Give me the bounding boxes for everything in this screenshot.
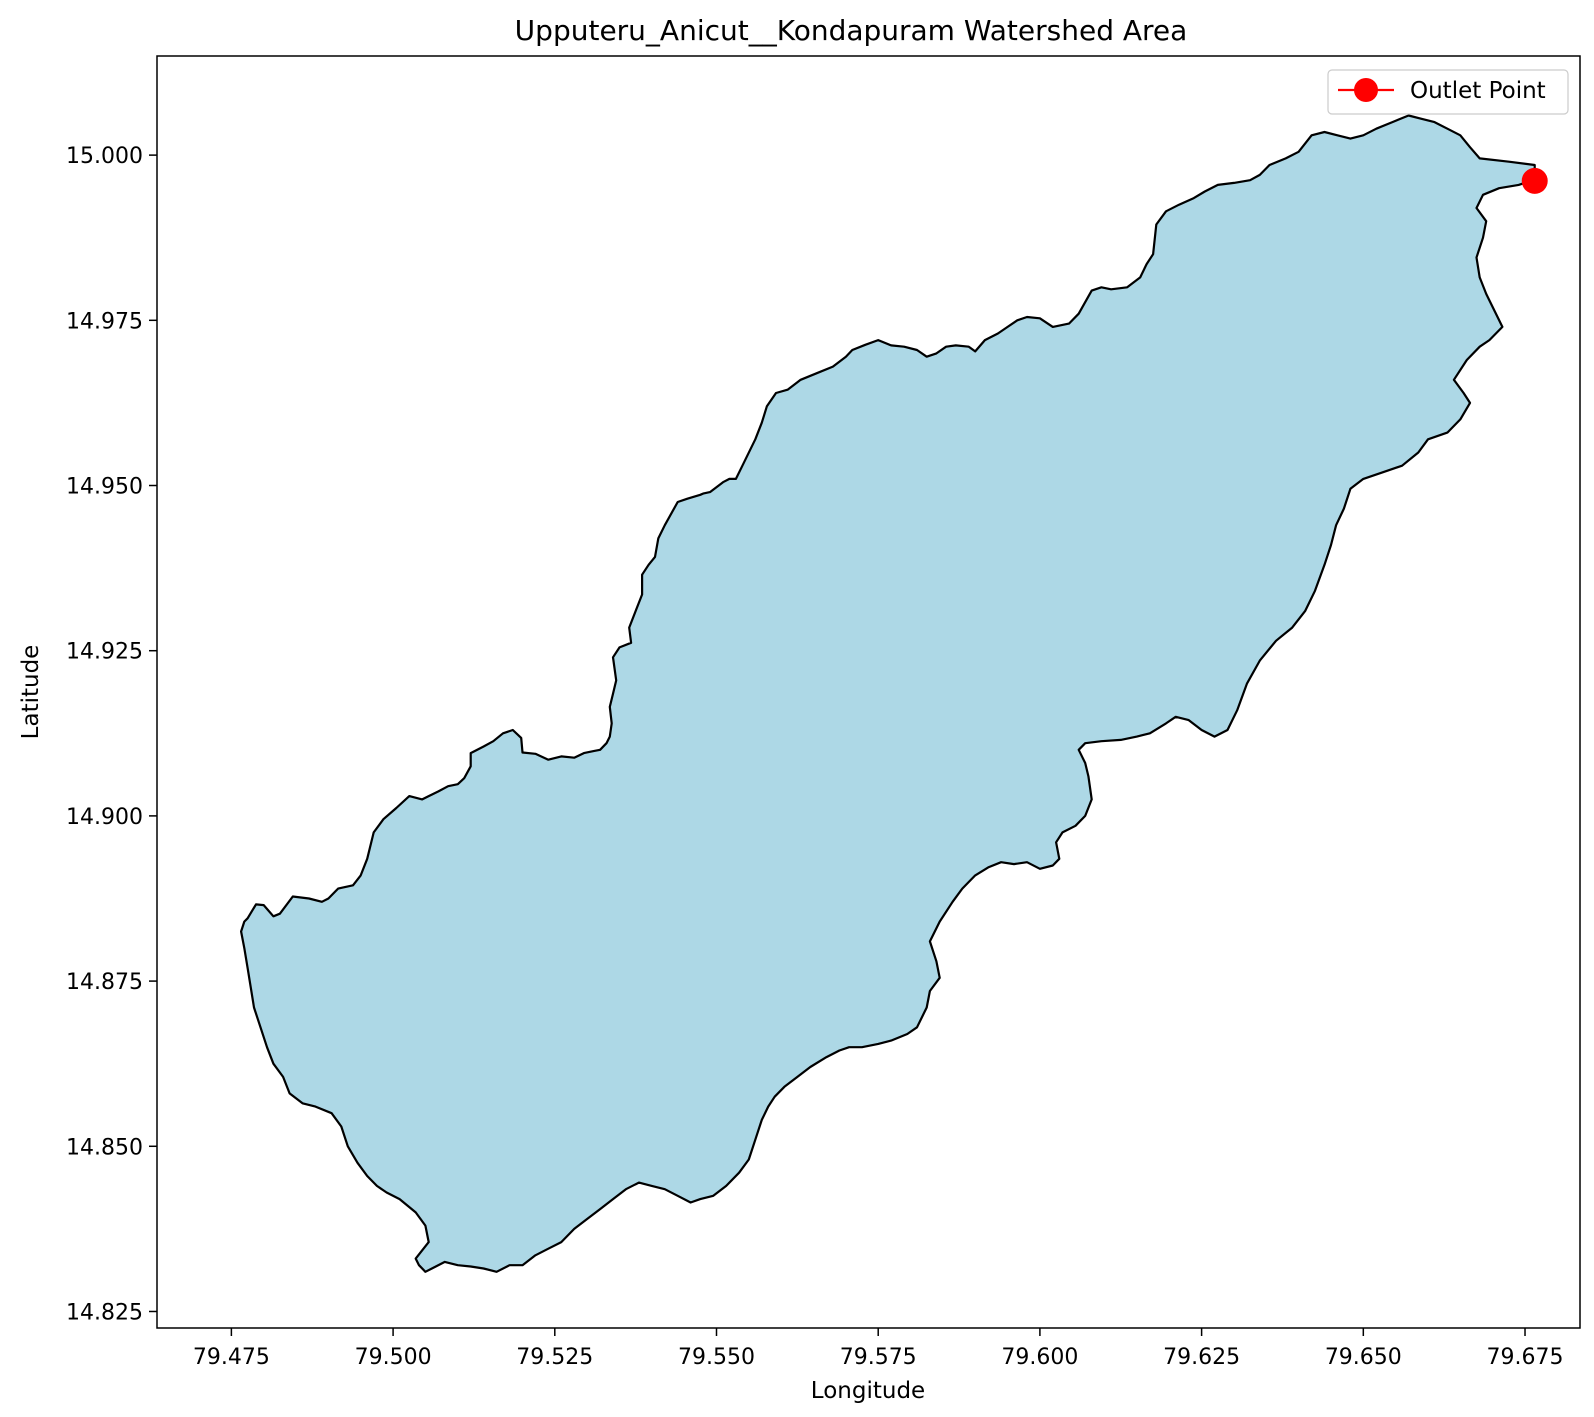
y-tick-label: 15.000 <box>66 144 143 169</box>
legend-point-marker <box>1354 78 1378 102</box>
y-tick-label: 14.825 <box>66 1300 143 1325</box>
x-tick-label: 79.525 <box>516 1345 593 1370</box>
x-tick-label: 79.675 <box>1487 1345 1564 1370</box>
x-tick-label: 79.625 <box>1163 1345 1240 1370</box>
y-axis-ticks: 14.825 14.850 14.875 14.900 14.925 14.950 14.9… <box>66 144 157 1325</box>
y-tick-label: 14.975 <box>66 309 143 334</box>
x-tick-label: 79.500 <box>355 1345 432 1370</box>
x-tick-label: 79.650 <box>1325 1345 1402 1370</box>
chart-title: Upputeru_Anicut__Kondapuram Watershed Ar… <box>515 14 1188 47</box>
watershed-polygon <box>240 114 1536 1273</box>
x-tick-label: 79.475 <box>193 1345 270 1370</box>
y-tick-label: 14.950 <box>66 475 143 500</box>
plot-area-frame <box>156 55 1581 1329</box>
y-tick-label: 14.900 <box>66 805 143 830</box>
y-tick-label: 14.875 <box>66 970 143 995</box>
x-tick-label: 79.575 <box>840 1345 917 1370</box>
x-axis-ticks: 79.475 79.500 79.525 79.550 79.575 79.600 79.6… <box>193 1328 1564 1370</box>
legend: Outlet Point <box>1327 69 1569 115</box>
x-tick-label: 79.550 <box>678 1345 755 1370</box>
y-tick-label: 14.850 <box>66 1135 143 1160</box>
y-tick-label: 14.925 <box>66 640 143 665</box>
outlet-point-marker <box>1521 167 1548 194</box>
y-axis-title: Latitude <box>18 645 44 740</box>
x-tick-label: 79.600 <box>1001 1345 1078 1370</box>
legend-label: Outlet Point <box>1410 78 1546 104</box>
x-axis-title: Longitude <box>811 1378 925 1404</box>
legend-box <box>1327 69 1569 115</box>
